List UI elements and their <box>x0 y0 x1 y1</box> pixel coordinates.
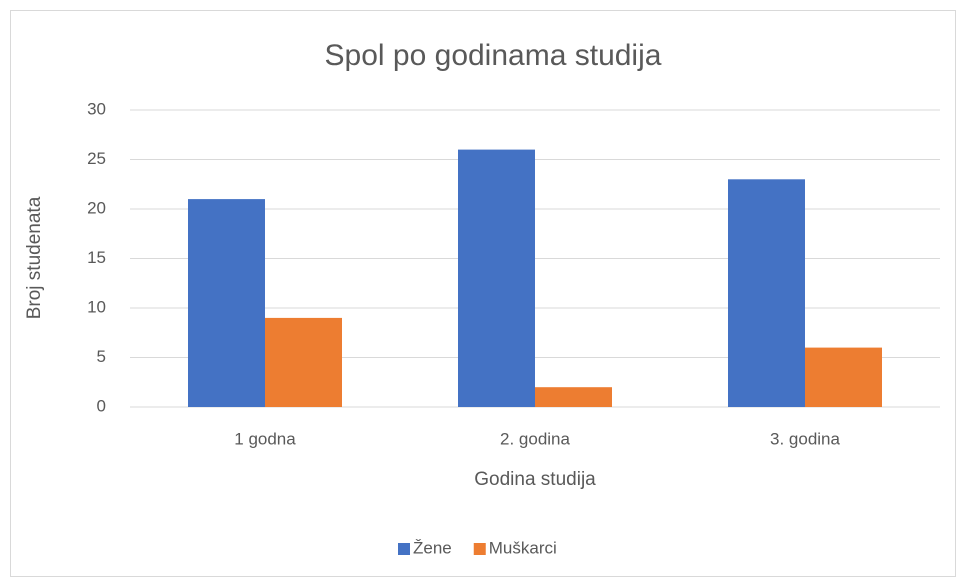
y-tick-label: 30 <box>87 99 106 118</box>
y-tick-label: 15 <box>87 248 106 267</box>
legend-swatch <box>473 543 486 555</box>
x-tick-label: 2. godina <box>500 429 570 448</box>
bar <box>265 317 342 407</box>
y-tick-label: 10 <box>87 297 106 316</box>
bar <box>188 199 265 407</box>
y-tick-label: 5 <box>97 347 106 366</box>
y-tick-label: 25 <box>87 149 106 168</box>
x-tick-label: 1 godna <box>234 429 296 448</box>
legend-swatch <box>398 543 410 555</box>
y-tick-label: 0 <box>97 396 106 415</box>
bar <box>805 347 882 407</box>
bar <box>728 179 805 407</box>
y-tick-label: 20 <box>87 198 106 217</box>
legend-label: Žene <box>413 538 452 557</box>
legend-label: Muškarci <box>489 538 557 557</box>
x-axis-label: Godina studija <box>474 469 596 490</box>
bar <box>458 149 535 407</box>
chart-title: Spol po godinama studija <box>325 39 662 72</box>
bar <box>535 387 612 407</box>
y-axis-label: Broj studenata <box>24 196 45 319</box>
x-tick-label: 3. godina <box>770 429 840 448</box>
